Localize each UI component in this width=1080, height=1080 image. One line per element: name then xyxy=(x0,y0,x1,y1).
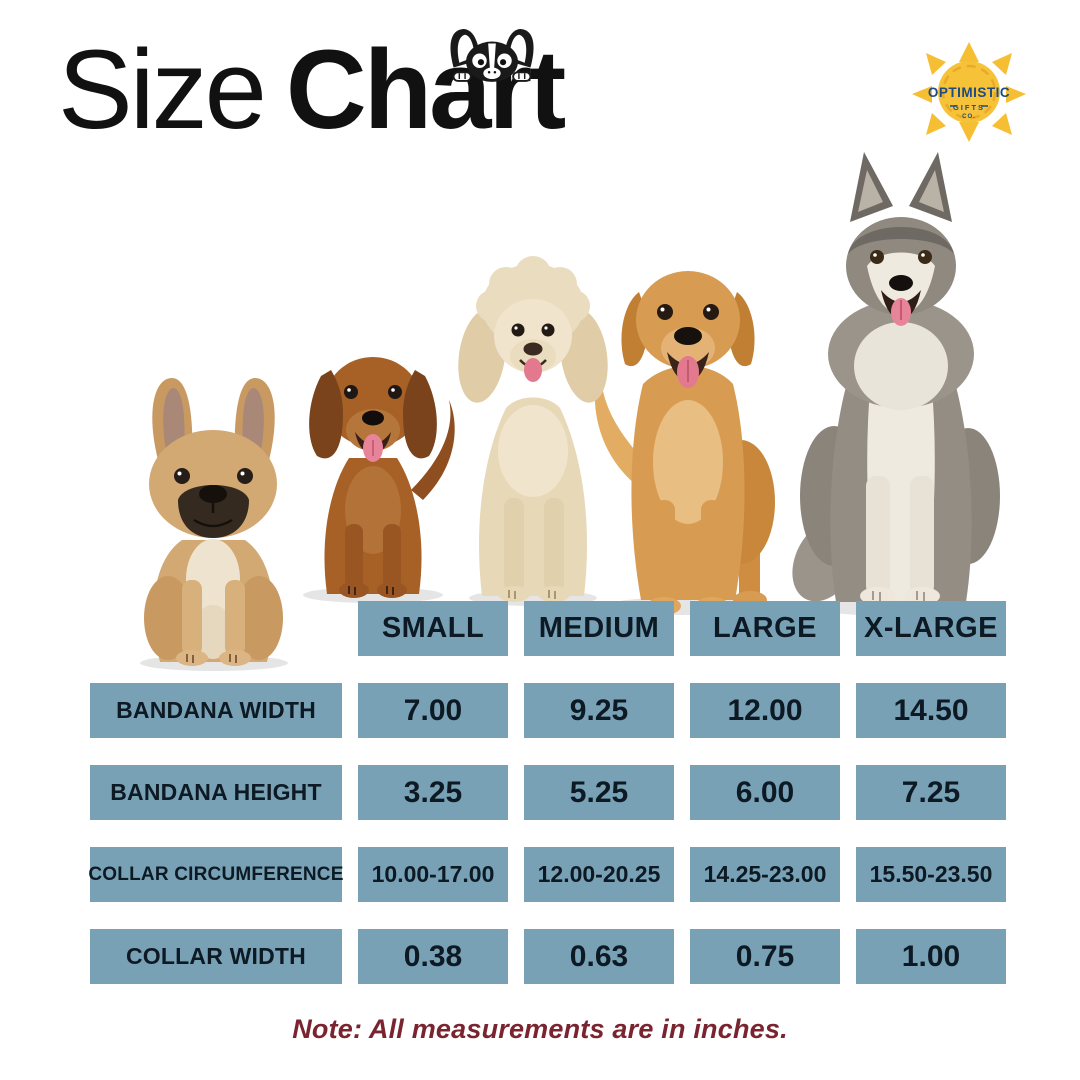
table-corner-spacer xyxy=(90,601,342,656)
peeking-bulldog-icon xyxy=(450,29,534,82)
dog-golden-retriever-image xyxy=(594,271,777,615)
cell-bandana-width-x-large: 14.50 xyxy=(856,683,1006,738)
cell-collar-width-large: 0.75 xyxy=(690,929,840,984)
cell-bandana-width-small: 7.00 xyxy=(358,683,508,738)
col-header-large: LARGE xyxy=(690,601,840,656)
cell-bandana-height-large: 6.00 xyxy=(690,765,840,820)
sun-rays-icon xyxy=(912,42,1026,142)
cell-bandana-width-large: 12.00 xyxy=(690,683,840,738)
cell-collar-width-x-large: 1.00 xyxy=(856,929,1006,984)
cell-collar-width-medium: 0.63 xyxy=(524,929,674,984)
brand-sub1: GIFTS xyxy=(953,103,985,112)
brand-logo: OPTIMISTIC GIFTS CO. xyxy=(912,42,1026,142)
size-table: SMALL MEDIUM LARGE X-LARGE BANDANA WIDTH… xyxy=(88,601,1006,984)
cell-collar-circumference-large: 14.25-23.00 xyxy=(690,847,840,902)
col-header-medium: MEDIUM xyxy=(524,601,674,656)
cell-bandana-height-x-large: 7.25 xyxy=(856,765,1006,820)
row-label-collar-width: COLLAR WIDTH xyxy=(90,929,342,984)
row-label-bandana-height: BANDANA HEIGHT xyxy=(90,765,342,820)
dog-dachshund-image xyxy=(303,357,455,603)
measurements-note: Note: All measurements are in inches. xyxy=(292,1014,788,1044)
brand-sub2: CO. xyxy=(962,114,976,120)
cell-collar-circumference-medium: 12.00-20.25 xyxy=(524,847,674,902)
dog-french-bulldog-image xyxy=(140,378,288,671)
cell-collar-width-small: 0.38 xyxy=(358,929,508,984)
cell-bandana-height-medium: 5.25 xyxy=(524,765,674,820)
dog-poodle-image xyxy=(458,256,608,606)
brand-name: OPTIMISTIC xyxy=(928,85,1010,100)
col-header-small: SMALL xyxy=(358,601,508,656)
cell-collar-circumference-small: 10.00-17.00 xyxy=(358,847,508,902)
cell-collar-circumference-x-large: 15.50-23.50 xyxy=(856,847,1006,902)
dog-husky-wolfdog-image xyxy=(792,152,1000,616)
col-header-x-large: X-LARGE xyxy=(856,601,1006,656)
cell-bandana-width-medium: 9.25 xyxy=(524,683,674,738)
row-label-collar-circumference: COLLAR CIRCUMFERENCE xyxy=(88,847,343,902)
cell-bandana-height-small: 3.25 xyxy=(358,765,508,820)
sun-disc-icon xyxy=(938,61,1000,123)
title-word-size: Size xyxy=(58,27,267,152)
row-label-bandana-width: BANDANA WIDTH xyxy=(90,683,342,738)
